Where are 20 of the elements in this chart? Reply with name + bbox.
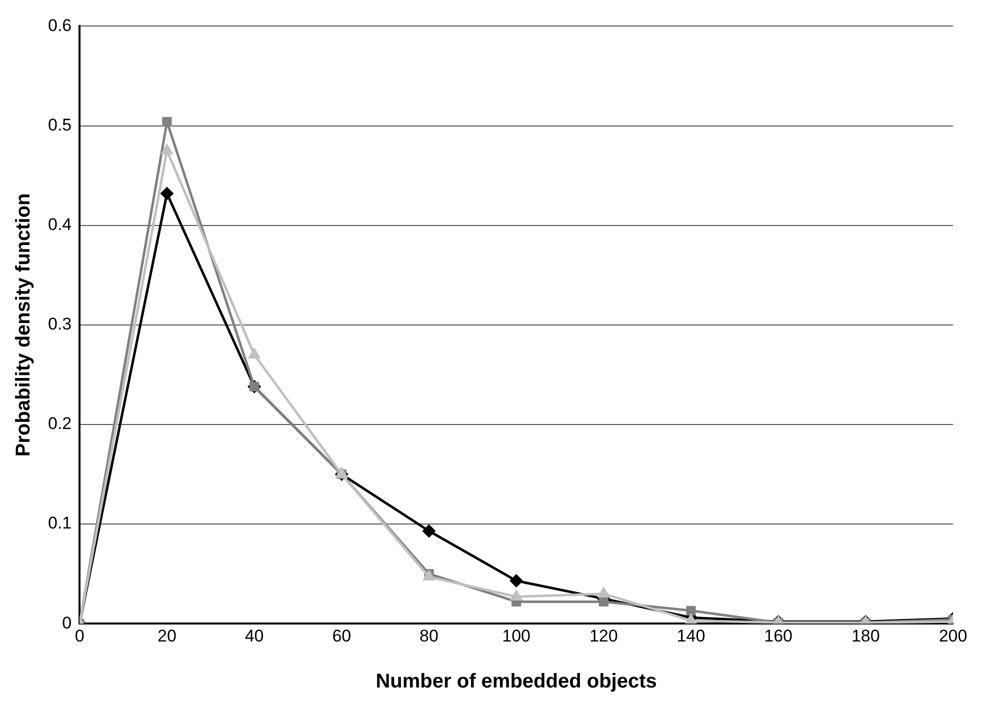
y-tick-label: 0.1 (48, 514, 72, 533)
x-tick-label: 120 (589, 626, 618, 646)
x-axis-title: Number of embedded objects (376, 670, 657, 693)
y-axis-title: Probability density function (12, 193, 35, 457)
x-tick-label: 180 (851, 626, 880, 646)
x-tick-label: 160 (764, 626, 793, 646)
x-tick-label: 80 (420, 626, 438, 646)
y-tick-label: 0.5 (48, 115, 72, 134)
x-tick-label: 0 (74, 626, 84, 646)
x-tick-label: 200 (938, 626, 968, 646)
y-tick-label: 0.2 (48, 414, 72, 434)
y-tick-label: 0.6 (48, 16, 72, 35)
x-tick-label: 40 (244, 626, 264, 646)
y-tick-label: 0.4 (48, 215, 72, 234)
x-tick-label: 60 (332, 626, 352, 646)
x-tick-label: 140 (676, 626, 706, 646)
y-tick-label: 0.3 (48, 314, 72, 334)
y-tick-label: 0 (62, 613, 72, 632)
x-tick-label: 100 (502, 626, 531, 646)
x-tick-label: 20 (158, 626, 176, 646)
